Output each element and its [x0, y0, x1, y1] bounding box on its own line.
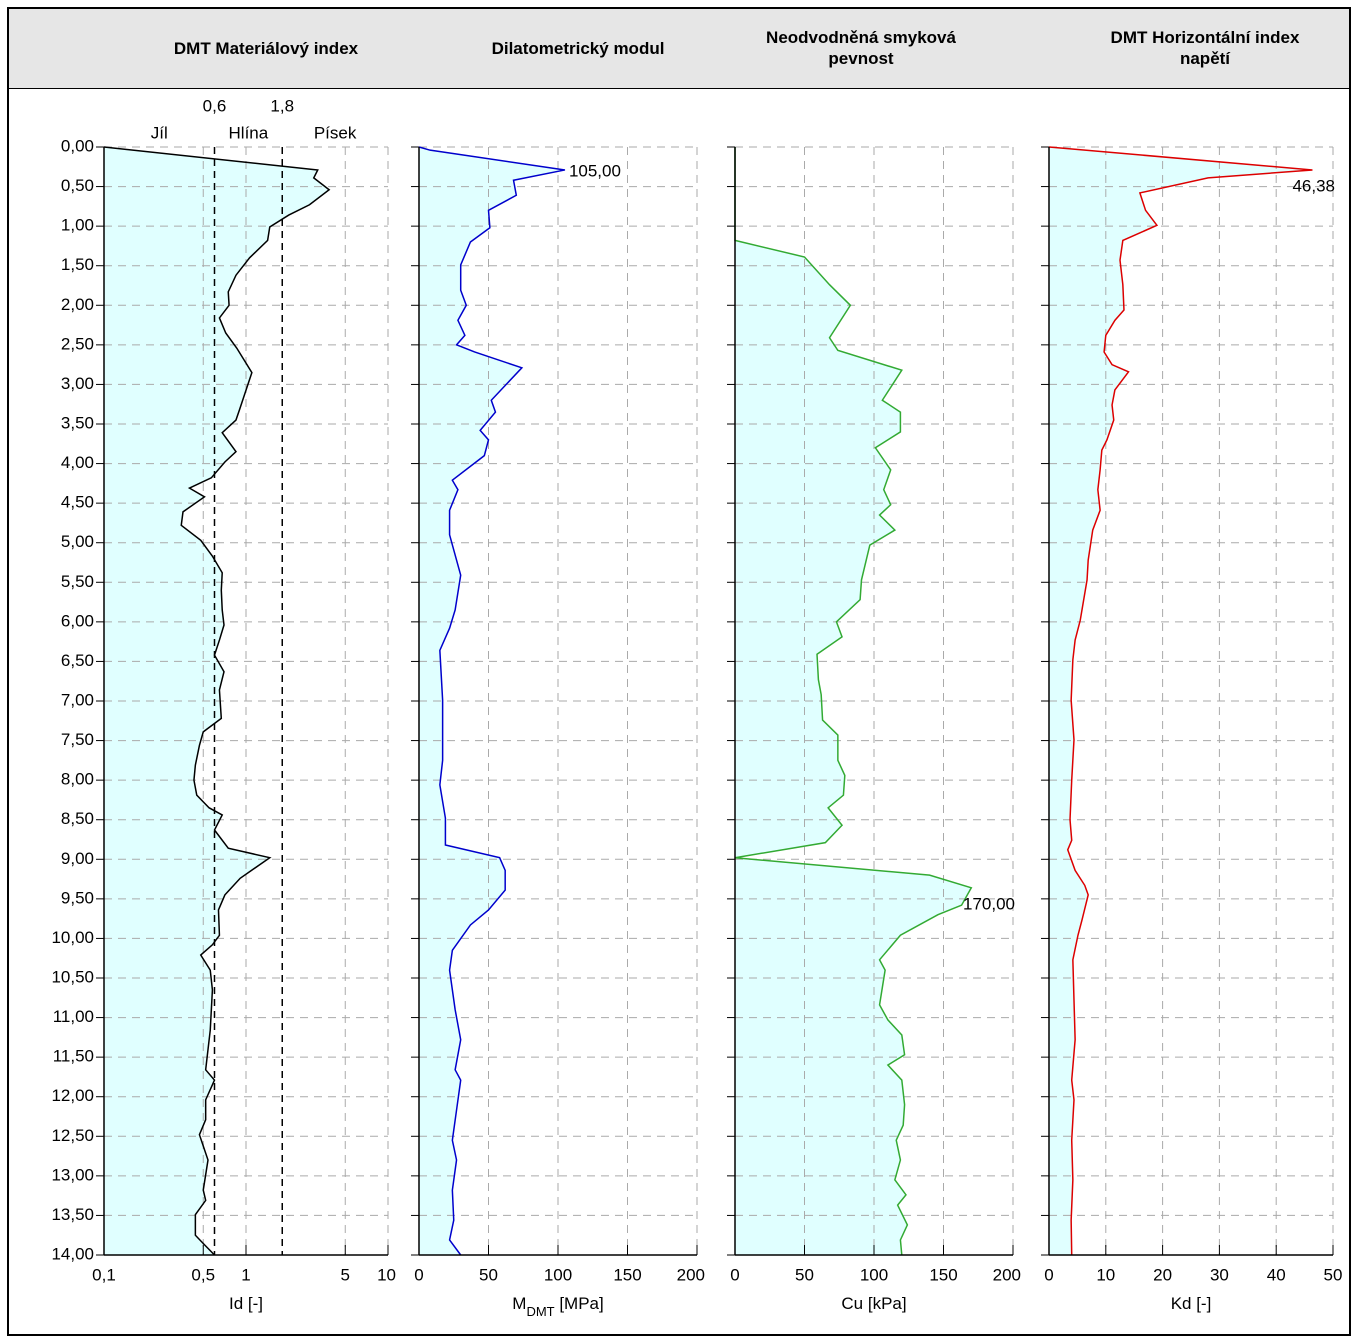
- x-tick-label: 30: [1210, 1265, 1229, 1284]
- x-axis-label-part: Id [-]: [229, 1294, 263, 1313]
- threshold-label: 1,8: [270, 96, 294, 115]
- x-tick-label: 5: [341, 1265, 350, 1284]
- y-tick-label: 7,50: [61, 730, 94, 749]
- x-tick-label: 50: [479, 1265, 498, 1284]
- zone-label: Hlína: [229, 123, 269, 142]
- x-tick-label: 0: [730, 1265, 739, 1284]
- zone-label: Jíl: [151, 123, 168, 142]
- peak-label: 46,38: [1292, 176, 1335, 195]
- x-axis-label: Cu [kPa]: [841, 1294, 906, 1313]
- y-tick-label: 5,00: [61, 532, 94, 551]
- x-tick-label: 1: [241, 1265, 250, 1284]
- x-tick-label: 10: [377, 1265, 396, 1284]
- data-line: [734, 147, 973, 1256]
- x-tick-label: 50: [1324, 1265, 1343, 1284]
- area-fill: [1049, 147, 1313, 1255]
- y-tick-label: 8,50: [61, 809, 94, 828]
- panel-title: DMT Horizontální index napětí: [1110, 28, 1300, 68]
- x-axis-label-part: Kd [-]: [1171, 1294, 1212, 1313]
- y-tick-label: 3,00: [61, 374, 94, 393]
- peak-label: 105,00: [569, 161, 621, 180]
- y-tick-label: 6,00: [61, 611, 94, 630]
- panel-title: DMT Materiálový index: [173, 38, 359, 58]
- y-tick-label: 5,50: [61, 572, 94, 591]
- data-line: [103, 146, 331, 1256]
- y-tick-label: 10,00: [51, 928, 94, 947]
- zone-label: Písek: [314, 123, 357, 142]
- x-tick-label: 50: [795, 1265, 814, 1284]
- panel-title: Neodvodněná smyková pevnost: [766, 28, 956, 68]
- panel-title: Dilatometrický modul: [491, 38, 665, 58]
- y-tick-label: 0,50: [61, 176, 94, 195]
- y-tick-label: 10,50: [51, 967, 94, 986]
- x-axis-label-part: M: [512, 1294, 526, 1313]
- y-tick-label: 6,50: [61, 651, 94, 670]
- x-axis-label-part: [MPa]: [555, 1294, 604, 1313]
- x-tick-label: 0,1: [92, 1265, 116, 1284]
- y-tick-label: 1,00: [61, 216, 94, 235]
- x-tick-label: 150: [613, 1265, 641, 1284]
- y-tick-label: 1,50: [61, 255, 94, 274]
- y-tick-label: 0,00: [61, 136, 94, 155]
- y-tick-label: 13,00: [51, 1165, 94, 1184]
- y-tick-label: 4,00: [61, 453, 94, 472]
- x-tick-label: 10: [1096, 1265, 1115, 1284]
- x-axis-label: Kd [-]: [1171, 1294, 1212, 1313]
- x-axis-label-part: Cu [kPa]: [841, 1294, 906, 1313]
- x-tick-label: 150: [929, 1265, 957, 1284]
- y-tick-label: 13,50: [51, 1205, 94, 1224]
- y-tick-label: 12,00: [51, 1086, 94, 1105]
- y-tick-label: 4,50: [61, 493, 94, 512]
- data-line: [1048, 146, 1313, 1256]
- y-tick-label: 9,00: [61, 849, 94, 868]
- x-axis-label-part: DMT: [526, 1304, 554, 1319]
- area-fill: [419, 147, 565, 1255]
- x-tick-label: 40: [1267, 1265, 1286, 1284]
- x-tick-label: 0: [1044, 1265, 1053, 1284]
- x-tick-label: 0,5: [191, 1265, 215, 1284]
- x-tick-label: 0: [414, 1265, 423, 1284]
- x-tick-label: 200: [993, 1265, 1021, 1284]
- x-tick-label: 100: [544, 1265, 572, 1284]
- x-axis-label: MDMT [MPa]: [512, 1294, 603, 1318]
- y-tick-label: 11,50: [53, 1047, 94, 1066]
- threshold-label: 0,6: [203, 96, 227, 115]
- data-line: [418, 146, 566, 1256]
- peak-label: 170,00: [963, 894, 1015, 913]
- y-tick-label: 12,50: [51, 1126, 94, 1145]
- x-tick-label: 200: [677, 1265, 705, 1284]
- outer-border: [7, 7, 1351, 1336]
- x-tick-label: 100: [860, 1265, 888, 1284]
- y-tick-label: 14,00: [51, 1244, 94, 1263]
- x-axis-label: Id [-]: [229, 1294, 263, 1313]
- y-tick-label: 7,00: [61, 690, 94, 709]
- y-tick-label: 11,00: [53, 1007, 94, 1026]
- header: DMT Materiálový index Dilatometrický mod…: [8, 8, 1350, 89]
- x-tick-label: 20: [1153, 1265, 1172, 1284]
- y-tick-label: 2,50: [61, 334, 94, 353]
- y-tick-label: 8,00: [61, 770, 94, 789]
- y-tick-label: 9,50: [61, 888, 94, 907]
- y-tick-label: 3,50: [61, 413, 94, 432]
- y-tick-label: 2,00: [61, 295, 94, 314]
